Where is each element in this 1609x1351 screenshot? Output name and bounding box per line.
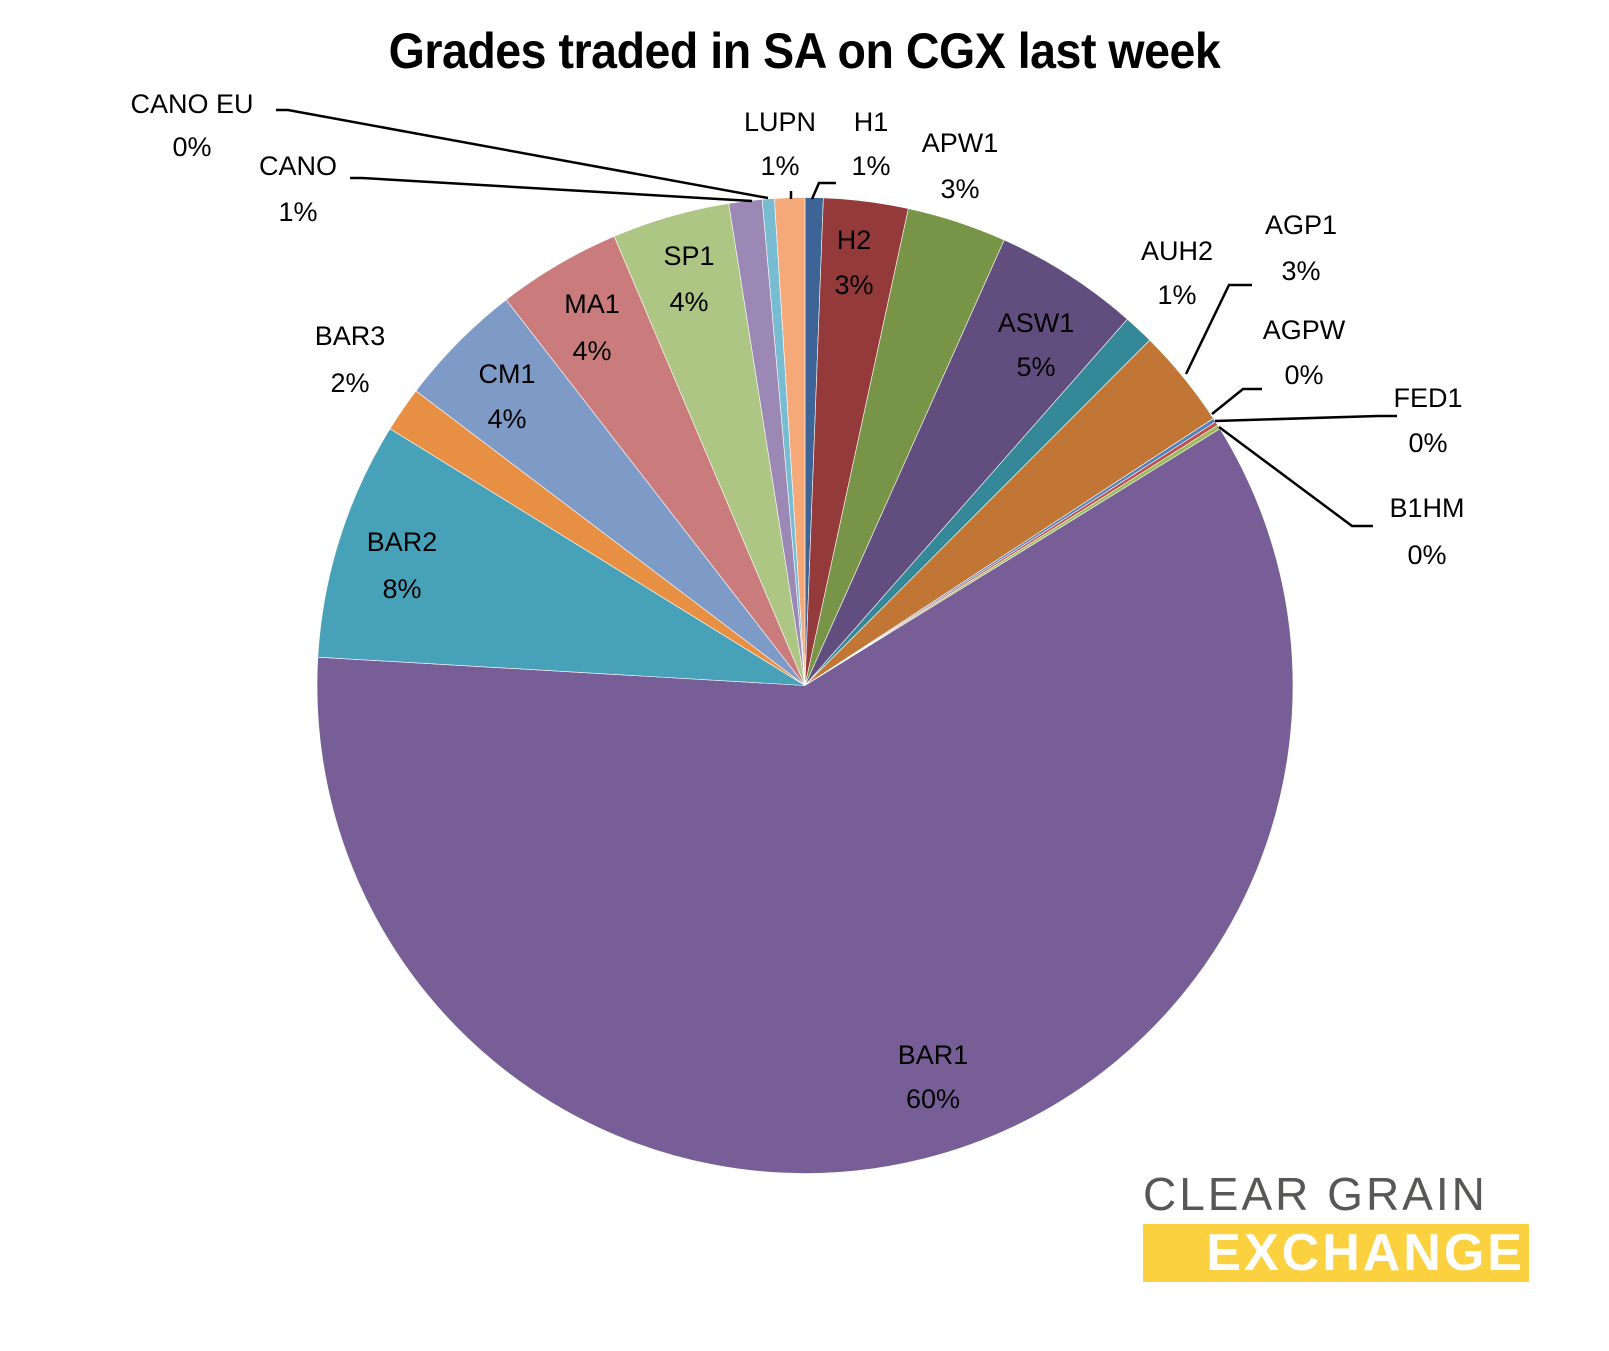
- label-pct-fed1: 0%: [1408, 428, 1447, 458]
- leader-line-cano: [350, 176, 753, 203]
- label-pct-h1: 1%: [851, 151, 890, 181]
- label-pct-agp1: 3%: [1281, 256, 1320, 286]
- label-pct-sp1: 4%: [669, 287, 708, 317]
- label-name-cano-eu: CANO EU: [130, 89, 253, 119]
- leader-line-cano-eu: [276, 108, 769, 200]
- label-name-bar3: BAR3: [315, 321, 386, 351]
- label-pct-cm1: 4%: [487, 404, 526, 434]
- label-name-lupn: LUPN: [744, 107, 816, 137]
- slice-bar1: [316, 428, 1294, 1174]
- label-name-cano: CANO: [259, 151, 337, 181]
- label-pct-cano-eu: 0%: [172, 132, 211, 162]
- logo-line-exchange: EXCHANGE: [1143, 1224, 1529, 1282]
- label-name-h1: H1: [854, 107, 889, 137]
- label-name-bar1: BAR1: [898, 1040, 969, 1070]
- label-name-b1hm: B1HM: [1389, 493, 1464, 523]
- label-pct-agpw: 0%: [1284, 360, 1323, 390]
- logo-line-clear-grain: CLEAR GRAIN: [1143, 1168, 1488, 1220]
- leader-line-agp1: [1184, 283, 1252, 375]
- label-name-asw1: ASW1: [998, 308, 1075, 338]
- label-pct-bar2: 8%: [382, 574, 421, 604]
- label-pct-asw1: 5%: [1016, 352, 1055, 382]
- label-pct-ma1: 4%: [572, 336, 611, 366]
- label-pct-lupn: 1%: [760, 151, 799, 181]
- leader-line-b1hm: [1218, 425, 1373, 528]
- label-pct-auh2: 1%: [1157, 280, 1196, 310]
- leader-line-agpw: [1211, 387, 1262, 415]
- label-name-cm1: CM1: [478, 359, 535, 389]
- leader-line-h1: [810, 181, 836, 200]
- label-pct-cano: 1%: [278, 197, 317, 227]
- chart-title: Grades traded in SA on CGX last week: [388, 23, 1221, 79]
- label-pct-h2: 3%: [834, 270, 873, 300]
- slice-bar2: [317, 428, 806, 686]
- label-name-h2: H2: [837, 225, 872, 255]
- slice-lupn: [774, 197, 806, 686]
- label-name-apw1: APW1: [922, 128, 999, 158]
- leader-line-fed1: [1214, 414, 1397, 423]
- label-pct-apw1: 3%: [940, 174, 979, 204]
- label-name-bar2: BAR2: [367, 527, 438, 557]
- leader-lines: [276, 108, 1397, 528]
- clear-grain-exchange-logo: CLEAR GRAIN EXCHANGE: [1143, 1170, 1529, 1282]
- label-name-sp1: SP1: [663, 241, 714, 271]
- label-pct-bar3: 2%: [330, 368, 369, 398]
- label-name-fed1: FED1: [1393, 383, 1462, 413]
- pie-slices: [316, 197, 1294, 1174]
- label-pct-b1hm: 0%: [1407, 540, 1446, 570]
- label-name-auh2: AUH2: [1141, 236, 1213, 266]
- label-name-agpw: AGPW: [1263, 315, 1346, 345]
- label-name-ma1: MA1: [564, 289, 620, 319]
- label-pct-bar1: 60%: [906, 1084, 960, 1114]
- data-labels: H1 1% H2 3% APW1 3% ASW1 5% AUH2 1% AGP1 3% AGPW 0% FE…: [130, 89, 1464, 1114]
- label-name-agp1: AGP1: [1265, 210, 1337, 240]
